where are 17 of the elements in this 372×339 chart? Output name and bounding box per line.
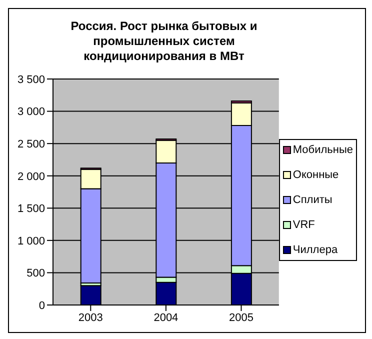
- x-tick-label: 2003: [78, 312, 103, 324]
- legend-label: Мобильные: [292, 144, 353, 156]
- legend-label: Сплиты: [292, 194, 332, 206]
- y-tick-label: 2 500: [17, 138, 45, 150]
- y-tick-label: 500: [26, 268, 45, 280]
- legend-label: Оконные: [292, 169, 339, 181]
- chart-title: Россия. Рост рынка бытовых и промышленных систем кондиционирования в МВт: [70, 19, 258, 64]
- y-tick-label: 3 500: [17, 74, 45, 86]
- y-tick-label: 1 500: [17, 203, 45, 216]
- y-tick-label: 1 000: [17, 235, 45, 248]
- y-tick-label: 2 000: [17, 170, 45, 183]
- legend-label: Чиллера: [292, 244, 338, 256]
- y-tick-label: 0: [38, 300, 45, 312]
- legend-label: VRF: [292, 219, 315, 231]
- y-tick-label: 3 000: [17, 106, 45, 118]
- x-tick-label: 2005: [229, 312, 254, 324]
- x-tick-label: 2004: [154, 312, 178, 324]
